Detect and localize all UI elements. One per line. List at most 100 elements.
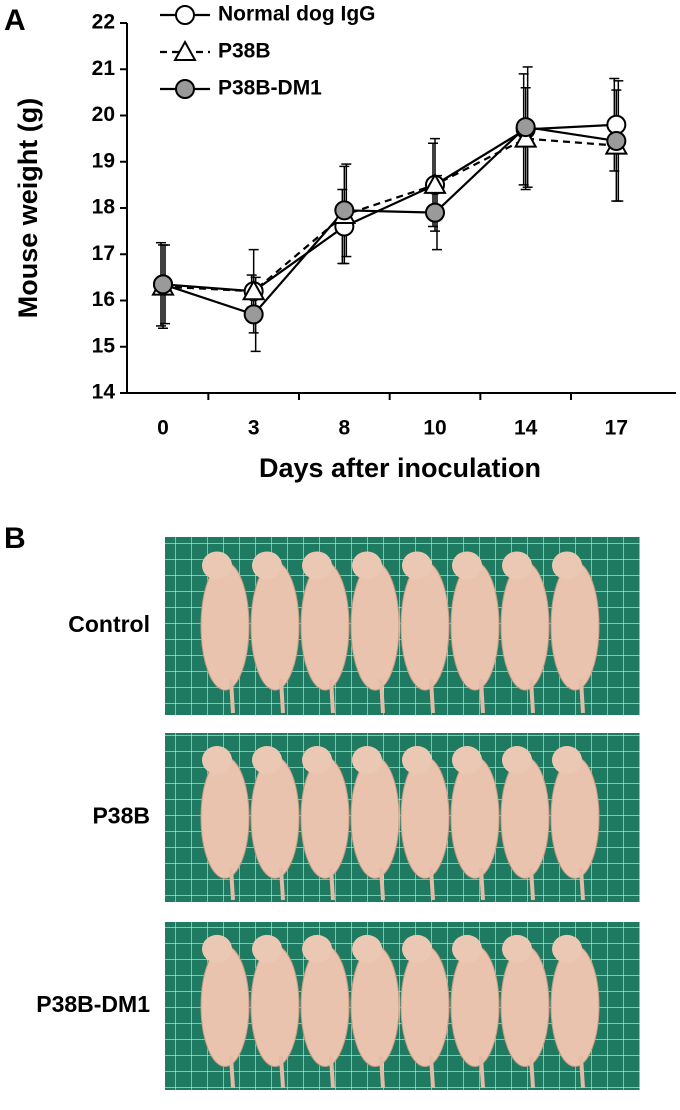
mouse-head (502, 934, 532, 963)
legend-label: P38B-DM1 (218, 77, 322, 100)
mouse (300, 945, 350, 1067)
mouse-head (552, 551, 582, 580)
mouse-head (402, 934, 432, 963)
mouse (500, 756, 550, 879)
mouse-tail (279, 868, 285, 901)
mouse-head (452, 934, 482, 963)
data-point (153, 274, 173, 295)
mouse-head (552, 746, 582, 775)
mouse (200, 756, 250, 879)
legend-marker (175, 5, 195, 25)
mouse (250, 756, 300, 879)
mouse (300, 756, 350, 879)
mouse-head (402, 551, 432, 580)
panel-label: B (4, 522, 26, 555)
x-tick-label: 17 (605, 417, 628, 440)
mouse-tail (329, 1056, 335, 1089)
series-line (162, 137, 617, 293)
mouse-head (302, 934, 332, 963)
y-tick-label: 15 (92, 334, 116, 357)
data-point (241, 279, 266, 301)
y-tick-label: 21 (92, 57, 116, 80)
mouse (250, 945, 300, 1067)
x-axis-title: Days after inoculation (259, 453, 541, 483)
mouse-head (252, 934, 282, 963)
mouse (400, 561, 450, 691)
y-tick-label: 19 (92, 149, 115, 172)
mouse-tail (579, 679, 585, 714)
row-label: P38B (92, 803, 150, 829)
mouse-tail (229, 1056, 235, 1089)
mouse-tail (579, 868, 585, 901)
x-tick-label: 14 (514, 417, 538, 440)
mouse (400, 945, 450, 1067)
mouse-tail (329, 679, 335, 714)
x-tick-label: 3 (248, 417, 260, 440)
data-point (513, 126, 538, 148)
y-tick-label: 20 (92, 103, 115, 126)
mouse (350, 561, 400, 691)
y-tick-label: 17 (92, 242, 115, 265)
series-line (162, 125, 617, 316)
mouse-head (352, 934, 382, 963)
mouse-head (402, 746, 432, 775)
y-tick-label: 18 (92, 196, 116, 219)
data-point (334, 200, 355, 221)
data-point (243, 304, 264, 325)
mouse-tail (229, 679, 235, 714)
mouse-tail (229, 868, 235, 901)
mouse-head (302, 746, 332, 775)
mouse-tail (329, 868, 335, 901)
x-tick-label: 8 (338, 417, 350, 440)
mouse-head (352, 746, 382, 775)
mouse (450, 561, 500, 691)
mouse-tail (529, 868, 535, 901)
mouse-head (502, 746, 532, 775)
mouse (550, 945, 600, 1067)
panel-label: A (4, 4, 26, 37)
mouse-tail (479, 868, 485, 901)
legend-label: P38B (218, 40, 271, 63)
series-line (162, 123, 617, 293)
mouse-tail (379, 1056, 385, 1089)
mouse (550, 561, 600, 691)
mouse (550, 756, 600, 879)
mouse (350, 756, 400, 879)
legend-marker (173, 39, 197, 61)
mouse-tail (479, 1056, 485, 1089)
data-point (425, 202, 445, 223)
legend-label: Normal dog IgG (218, 3, 376, 26)
row-label: P38B-DM1 (36, 991, 150, 1017)
mouse-head (252, 746, 282, 775)
mouse-tail (429, 1056, 435, 1089)
mouse-tail (479, 679, 485, 714)
x-tick-label: 0 (157, 417, 169, 440)
mouse (500, 945, 550, 1067)
y-tick-label: 14 (92, 381, 116, 404)
mouse (200, 945, 250, 1067)
mouse-tail (379, 868, 385, 901)
mouse-tail (429, 868, 435, 901)
mouse (400, 756, 450, 879)
legend-marker (175, 79, 195, 99)
mouse (250, 561, 300, 691)
mouse (450, 945, 500, 1067)
row-label: Control (68, 611, 150, 637)
mouse (200, 561, 250, 691)
y-tick-label: 16 (92, 288, 115, 311)
mouse-head (202, 746, 232, 775)
mouse-head (452, 746, 482, 775)
mouse-head (352, 551, 382, 580)
data-point (606, 130, 627, 151)
mouse (350, 945, 400, 1067)
mouse-head (452, 551, 482, 580)
mouse-tail (279, 679, 285, 714)
mouse-head (502, 551, 532, 580)
x-tick-label: 10 (423, 417, 446, 440)
mouse-tail (429, 679, 435, 714)
mouse-head (302, 551, 332, 580)
y-tick-label: 22 (92, 11, 115, 34)
y-axis-title: Mouse weight (g) (13, 98, 43, 318)
mouse-head (202, 934, 232, 963)
